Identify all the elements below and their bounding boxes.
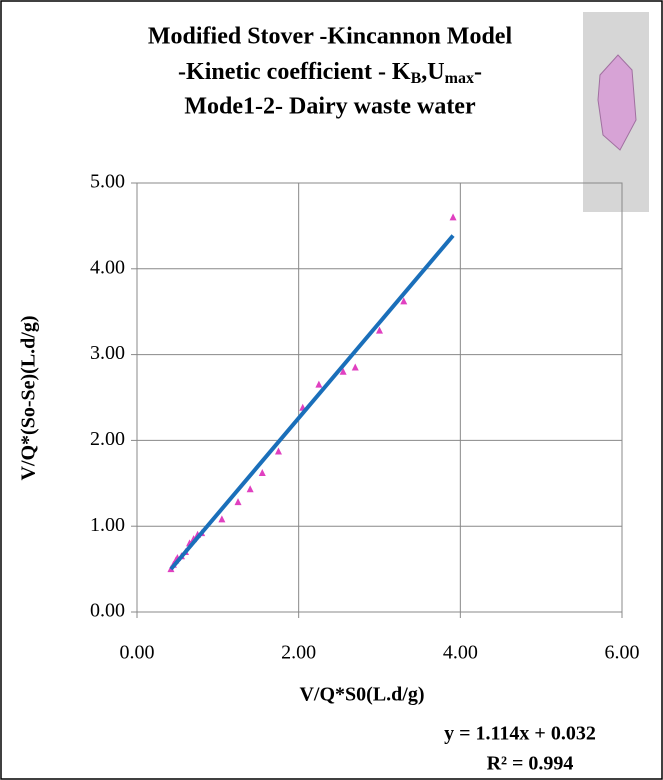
y-tick-label: 4.00 [90,256,125,278]
y-axis-label: V/Q*(So-Se)(L.d/g) [18,316,40,481]
x-tick-label: 4.00 [443,642,478,664]
y-tick-label: 1.00 [90,514,125,536]
x-tick-label: 0.00 [120,642,155,664]
trendline-r2: R² = 0.994 [487,753,574,775]
y-tick-label: 0.00 [90,600,125,622]
data-point [234,498,242,506]
data-point [274,447,282,455]
y-tick-label: 5.00 [90,171,125,193]
data-point [246,485,254,493]
data-point [218,515,226,523]
trendline-equation: y = 1.114x + 0.032 [444,723,596,745]
data-point [376,326,383,334]
chart-title: Modified Stover -Kincannon Model -Kinetic… [148,24,513,120]
image-shape [597,54,637,151]
title-subscript: B [411,70,422,87]
data-point [351,363,359,371]
plot-frame [136,182,623,613]
title-line: -Kinetic coefficient - KB,Umax- [178,59,482,87]
data-point [400,297,408,305]
decorative-image [583,12,649,212]
data-point [258,469,266,477]
y-tick-label: 3.00 [90,342,125,364]
x-axis-label: V/Q*S0(L.d/g) [299,684,424,706]
data-point [339,367,347,375]
data-point [315,380,323,388]
data-point [449,213,457,221]
trendline [169,234,455,571]
title-line: Mode1-2- Dairy waste water [184,94,476,120]
title-segment: - [474,59,482,85]
x-tick-label: 2.00 [281,642,316,664]
title-segment: ,U [421,59,444,85]
title-subscript: max [445,70,474,87]
y-tick-label: 2.00 [90,428,125,450]
x-tick-label: 6.00 [605,642,640,664]
title-segment: -Kinetic coefficient - K [178,59,411,85]
title-line: Modified Stover -Kincannon Model [148,24,513,50]
